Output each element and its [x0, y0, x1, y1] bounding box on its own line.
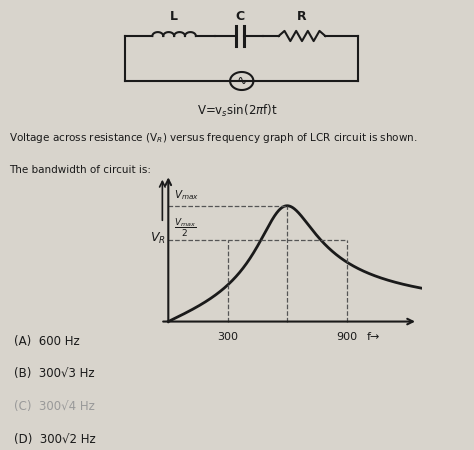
- Text: f→: f→: [366, 332, 380, 342]
- Text: (A)  600 Hz: (A) 600 Hz: [14, 335, 80, 347]
- Text: 900: 900: [336, 332, 357, 342]
- Text: (C)  300√4 Hz: (C) 300√4 Hz: [14, 400, 95, 413]
- Text: V=v$_s$sin(2$\pi$f)t: V=v$_s$sin(2$\pi$f)t: [197, 103, 277, 119]
- Text: ∿: ∿: [237, 75, 247, 88]
- Text: The bandwidth of circuit is:: The bandwidth of circuit is:: [9, 166, 151, 176]
- Text: $\dfrac{V_{max}}{2}$: $\dfrac{V_{max}}{2}$: [174, 216, 196, 239]
- Text: (D)  300√2 Hz: (D) 300√2 Hz: [14, 433, 96, 446]
- Text: C: C: [235, 10, 245, 23]
- Text: (B)  300√3 Hz: (B) 300√3 Hz: [14, 367, 95, 380]
- Text: $V_R$: $V_R$: [149, 230, 165, 246]
- Text: R: R: [297, 10, 307, 23]
- Text: $V_{max}$: $V_{max}$: [174, 189, 199, 202]
- Text: 300: 300: [217, 332, 238, 342]
- Text: Voltage across resistance (V$_R$) versus frequency graph of LCR circuit is shown: Voltage across resistance (V$_R$) versus…: [9, 131, 418, 145]
- Text: L: L: [170, 10, 178, 23]
